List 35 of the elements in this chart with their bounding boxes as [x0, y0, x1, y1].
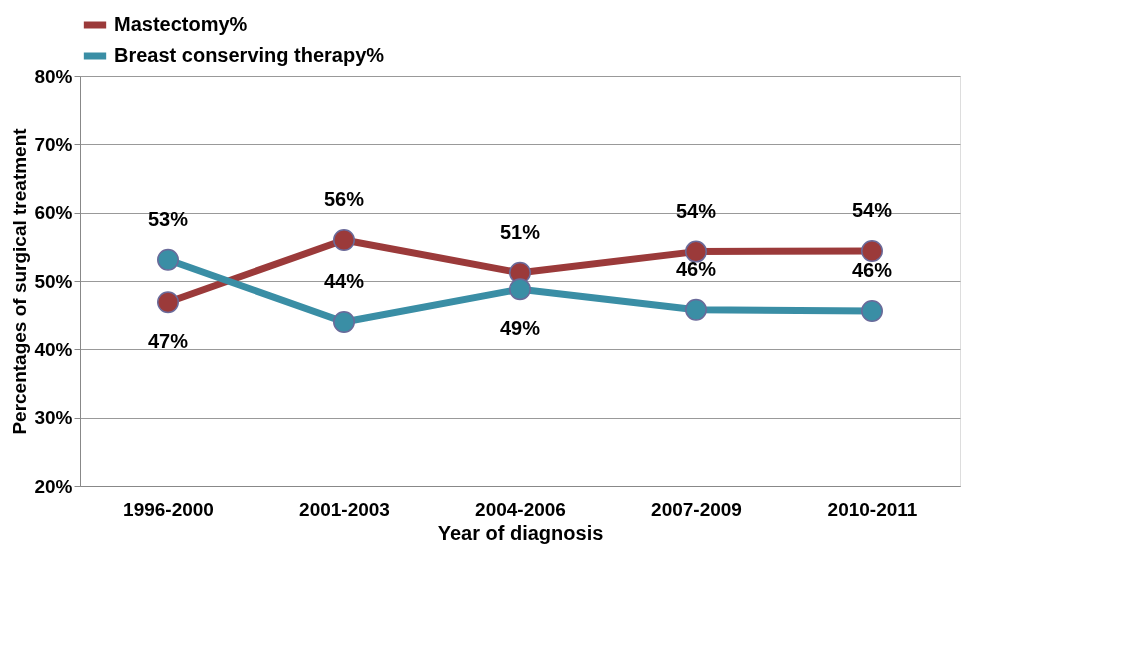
point [157, 291, 179, 314]
point [861, 300, 883, 323]
y-tick-label: 70% [34, 133, 73, 155]
point [685, 240, 707, 263]
data-label: 49% [499, 317, 541, 340]
point [333, 311, 355, 333]
y-axis-title: Percentages of surgical treatment [9, 127, 31, 435]
data-label: 54% [675, 199, 717, 222]
data-label: 46% [675, 257, 717, 280]
y-tick-label: 30% [34, 407, 73, 429]
y-tick-label: 40% [34, 338, 73, 360]
data-label: 47% [147, 330, 189, 353]
y-tick-label: 80% [34, 65, 73, 87]
legend-label: Mastectomy% [114, 13, 248, 35]
y-tick-label: 50% [34, 270, 73, 292]
x-tick-label: 2001-2003 [299, 498, 390, 520]
point [861, 239, 883, 262]
data-label: 56% [323, 188, 365, 210]
y-tick-label: 60% [34, 202, 73, 224]
data-label: 53% [147, 207, 189, 230]
x-tick-label: 2007-2009 [651, 498, 742, 520]
point [509, 278, 531, 301]
x-axis-title: Year of diagnosis [437, 521, 604, 544]
data-label: 46% [851, 259, 893, 282]
data-label: 51% [499, 220, 541, 243]
legend-label: Breast conserving therapy% [114, 44, 385, 66]
point [685, 298, 707, 321]
data-label: 54% [851, 198, 893, 221]
y-tick-label: 20% [34, 475, 73, 497]
data-label: 44% [323, 270, 365, 292]
x-tick-label: 2010-2011 [827, 498, 918, 520]
point [333, 229, 355, 251]
x-tick-label: 2004-2006 [475, 498, 566, 520]
x-tick-label: 1996-2000 [123, 498, 214, 520]
point [157, 248, 179, 271]
